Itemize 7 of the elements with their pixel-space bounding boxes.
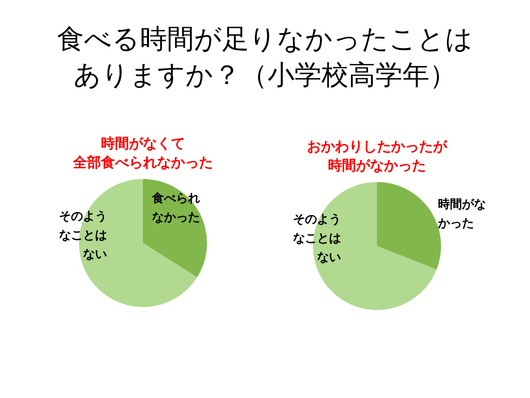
chart-subtitle: 時間がなくて全部食べられなかった [72, 136, 213, 171]
slice-label: 食べられなかった [150, 190, 200, 224]
slice-label: そのようなことはない [59, 209, 107, 261]
slice-label: 時間がなかった [436, 197, 486, 230]
slice-label: そのようなことはない [293, 212, 341, 264]
chart-subtitle: おかわりしたかったが時間がなかった [307, 139, 448, 174]
text: 食べる時間が足りなかったことはありますか？（小学校高学年） [57, 24, 473, 91]
